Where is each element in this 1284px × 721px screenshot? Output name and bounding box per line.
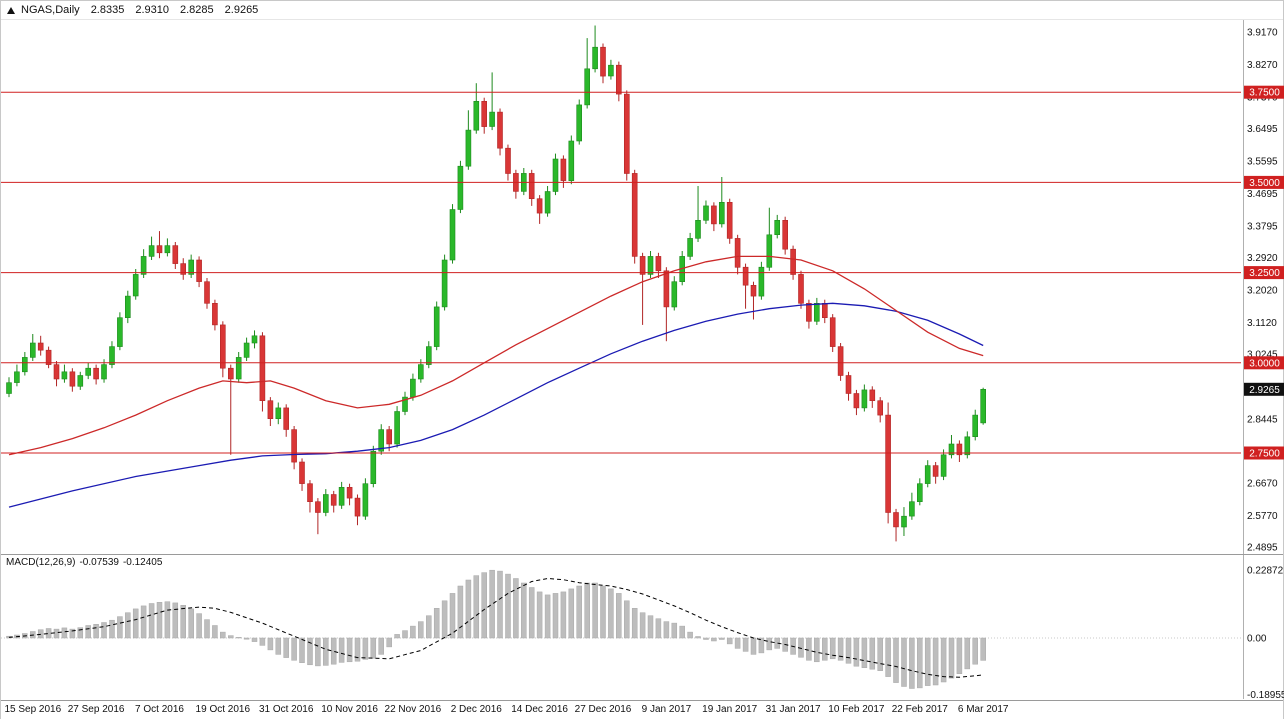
svg-text:3.6495: 3.6495	[1247, 124, 1278, 135]
time-label: 6 Mar 2017	[957, 704, 1009, 715]
svg-text:2.5770: 2.5770	[1247, 511, 1278, 522]
svg-text:3.8270: 3.8270	[1247, 60, 1278, 71]
price-chart-panel[interactable]: 3.91703.82703.73703.64953.55953.46953.37…	[1, 20, 1284, 554]
time-label: 27 Sep 2016	[67, 704, 125, 715]
svg-text:2.9265: 2.9265	[1249, 385, 1280, 396]
price-level-badge: 3.2500	[1244, 266, 1284, 280]
ma-fast-line	[8, 255, 984, 456]
macd-panel[interactable]: MACD(12,26,9) -0.07539 -0.12405 0.22872 0.0…	[1, 554, 1284, 700]
ohlc-high: 2.9310	[135, 4, 169, 16]
svg-text:2.6670: 2.6670	[1247, 479, 1278, 490]
svg-text:0.22872: 0.22872	[1247, 566, 1284, 577]
svg-text:3.0000: 3.0000	[1249, 358, 1280, 369]
price-level-badge: 3.7500	[1244, 85, 1284, 99]
ohlc-low: 2.8285	[180, 4, 214, 16]
svg-text:3.4695: 3.4695	[1247, 189, 1278, 200]
svg-text:3.9170: 3.9170	[1247, 28, 1278, 39]
time-label: 7 Oct 2016	[135, 704, 184, 715]
svg-text:2.8445: 2.8445	[1247, 414, 1278, 425]
time-label: 19 Jan 2017	[702, 704, 758, 715]
macd-canvas[interactable]: 0.22872 0.00 -0.18955	[1, 555, 1284, 699]
time-label: 22 Feb 2017	[891, 704, 948, 715]
time-label: 22 Nov 2016	[384, 704, 442, 715]
svg-text:-0.18955: -0.18955	[1247, 690, 1284, 699]
macd-axis-labels[interactable]: 0.22872 0.00 -0.18955	[1247, 566, 1284, 700]
time-label: 9 Jan 2017	[641, 704, 692, 715]
time-label: 10 Nov 2016	[321, 704, 378, 715]
svg-text:3.3795: 3.3795	[1247, 221, 1278, 232]
svg-text:3.0245: 3.0245	[1247, 350, 1278, 361]
svg-text:3.1120: 3.1120	[1247, 318, 1277, 329]
time-label: 2 Dec 2016	[450, 704, 502, 715]
svg-text:2.7500: 2.7500	[1249, 449, 1280, 460]
chart-symbol-icon	[7, 6, 15, 14]
price-axis-labels[interactable]: 3.91703.82703.73703.64953.55953.46953.37…	[1247, 28, 1278, 554]
candles	[6, 25, 987, 542]
svg-text:2.4895: 2.4895	[1247, 543, 1278, 554]
current-price-badge: 2.9265	[1244, 382, 1284, 396]
time-label: 19 Oct 2016	[195, 704, 251, 715]
price-level-badge: 2.7500	[1244, 446, 1284, 460]
macd-value: -0.07539	[79, 557, 119, 568]
svg-text:0.00: 0.00	[1247, 634, 1267, 645]
macd-signal-value: -0.12405	[122, 557, 163, 568]
time-label: 31 Jan 2017	[765, 704, 821, 715]
svg-text:3.2020: 3.2020	[1247, 286, 1278, 297]
svg-text:3.7500: 3.7500	[1249, 88, 1280, 99]
time-label: 31 Oct 2016	[258, 704, 314, 715]
svg-text:3.2920: 3.2920	[1247, 253, 1278, 264]
svg-text:3.2500: 3.2500	[1249, 268, 1280, 279]
macd-signal-line	[8, 577, 984, 678]
horizontal-level-lines[interactable]	[1, 91, 1241, 454]
price-level-badge: 3.0000	[1244, 356, 1284, 370]
svg-text:3.5000: 3.5000	[1249, 178, 1280, 189]
macd-histogram	[6, 569, 986, 689]
time-label: 15 Sep 2016	[4, 704, 62, 715]
time-label: 27 Dec 2016	[574, 704, 632, 715]
ohlc-close: 2.9265	[224, 4, 259, 16]
macd-indicator-label: MACD(12,26,9) -0.07539 -0.12405	[6, 557, 162, 568]
svg-text:3.5595: 3.5595	[1247, 157, 1278, 168]
time-label: 14 Dec 2016	[511, 704, 568, 715]
price-chart-canvas[interactable]: 3.91703.82703.73703.64953.55953.46953.37…	[1, 20, 1284, 554]
macd-name: MACD(12,26,9)	[6, 557, 76, 568]
chart-title-bar: NGAS,Daily 2.8335 2.9310 2.8285 2.9265	[1, 1, 1283, 20]
ohlc-open: 2.8335	[90, 4, 125, 16]
time-axis[interactable]: 15 Sep 2016 27 Sep 2016 7 Oct 2016 19 Oct 2…	[1, 700, 1283, 721]
price-level-badge: 3.5000	[1244, 175, 1284, 189]
symbol-timeframe-label: NGAS,Daily	[21, 4, 80, 16]
time-label: 10 Feb 2017	[828, 704, 885, 715]
ma-slow-line	[8, 302, 984, 508]
